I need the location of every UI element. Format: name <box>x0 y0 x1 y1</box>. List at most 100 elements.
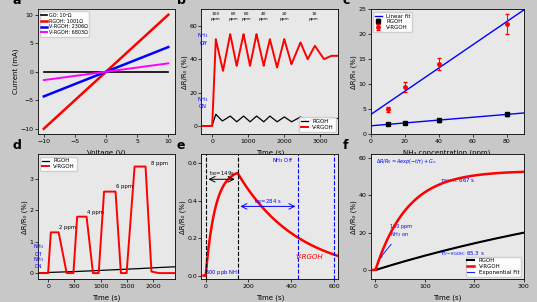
RGOH <box>171 265 178 269</box>
GO: 10⁹Ω: (8.99, 0): 10⁹Ω: (8.99, 0) <box>159 70 165 73</box>
Text: 2 ppm: 2 ppm <box>59 225 76 230</box>
V-RGOH <box>198 124 205 128</box>
Text: 500 ppb NH$_3$: 500 ppb NH$_3$ <box>205 268 241 277</box>
GO: 10⁹Ω: (-4.67, -0): 10⁹Ω: (-4.67, -0) <box>74 70 80 73</box>
V-RGOH <box>171 271 178 275</box>
V-RGOH <box>287 59 294 63</box>
Line: RGOH: RGOH <box>201 114 338 126</box>
Exponential Fit <box>488 238 495 241</box>
RGOH: 1001Ω: (-4.67, -4.67): 1001Ω: (-4.67, -4.67) <box>74 97 80 100</box>
Text: 4 ppm: 4 ppm <box>86 210 104 214</box>
V-RGOH <box>311 46 317 49</box>
Text: 8 ppm: 8 ppm <box>151 161 169 166</box>
RGOH <box>134 267 140 271</box>
V-RGOH <box>516 170 523 174</box>
V-RGOH: 6803Ω: (-6.28, -0.923): 6803Ω: (-6.28, -0.923) <box>64 75 70 79</box>
Line: V-RGOH: V-RGOH <box>201 34 338 126</box>
Text: c: c <box>343 0 350 7</box>
RGOH <box>34 271 41 275</box>
X-axis label: NH₃ concentration (ppm): NH₃ concentration (ppm) <box>403 149 491 156</box>
RGOH <box>198 124 205 128</box>
Text: d: d <box>13 139 22 152</box>
RGOH: 1001Ω: (-6.28, -6.28): 1001Ω: (-6.28, -6.28) <box>64 106 70 109</box>
GO: 10⁹Ω: (-6.28, -0): 10⁹Ω: (-6.28, -0) <box>64 70 70 73</box>
X-axis label: Time (s): Time (s) <box>256 149 284 156</box>
V-RGOH: 6803Ω: (10, 1.47): 6803Ω: (10, 1.47) <box>165 62 171 65</box>
RGOH <box>287 119 294 123</box>
Text: V-RGOH: V-RGOH <box>295 254 323 260</box>
Line: Exponential Fit: Exponential Fit <box>373 233 524 270</box>
V-RGOH <box>443 180 449 184</box>
V-RGOH <box>300 48 307 51</box>
RGOH <box>93 269 99 272</box>
Exponential Fit <box>439 249 446 253</box>
X-axis label: Time (s): Time (s) <box>256 294 284 300</box>
Text: 20
ppm: 20 ppm <box>279 12 289 21</box>
Line: RGOH: RGOH <box>38 267 175 273</box>
V-RGOH: 2306Ω: (8.99, 3.89): 2306Ω: (8.99, 3.89) <box>159 48 165 51</box>
Text: f: f <box>343 139 349 152</box>
Text: 80
ppm: 80 ppm <box>228 12 238 21</box>
RGOH <box>167 265 173 269</box>
Text: 100
ppm: 100 ppm <box>211 12 221 21</box>
V-RGOH <box>335 54 342 58</box>
V-RGOH <box>132 165 138 169</box>
Text: e: e <box>177 139 185 152</box>
Text: $\Delta R/R_0 = Aexp (-t/\tau) + G_\infty$: $\Delta R/R_0 = Aexp (-t/\tau) + G_\inft… <box>376 157 437 166</box>
V-RGOH <box>516 170 523 174</box>
V-RGOH <box>241 32 247 36</box>
Text: NH$_3$
ON: NH$_3$ ON <box>197 95 209 109</box>
Text: NH$_3$
ON: NH$_3$ ON <box>33 255 44 269</box>
Y-axis label: ΔR/R₀ (%): ΔR/R₀ (%) <box>351 55 357 88</box>
V-RGOH <box>223 53 229 56</box>
V-RGOH: 2306Ω: (10, 4.33): 2306Ω: (10, 4.33) <box>165 45 171 49</box>
V-RGOH: 2306Ω: (8.29, 3.59): 2306Ω: (8.29, 3.59) <box>155 50 161 53</box>
V-RGOH <box>439 182 446 185</box>
V-RGOH: 6803Ω: (-10, -1.47): 6803Ω: (-10, -1.47) <box>41 78 47 82</box>
Exponential Fit <box>443 248 449 252</box>
V-RGOH: 2306Ω: (-4.67, -2.02): 2306Ω: (-4.67, -2.02) <box>74 82 80 85</box>
RGOH <box>520 231 527 235</box>
RGOH: 1001Ω: (8.29, 8.29): 1001Ω: (8.29, 8.29) <box>155 23 161 26</box>
Text: NH$_3$ Off: NH$_3$ Off <box>272 156 294 165</box>
Text: 80
ppm: 80 ppm <box>242 12 252 21</box>
V-RGOH <box>378 253 384 257</box>
Y-axis label: Current (mA): Current (mA) <box>12 49 19 95</box>
Text: $\tau_{V-RGOH}$: 65.3 s: $\tau_{V-RGOH}$: 65.3 s <box>440 249 484 258</box>
Text: 40
ppm: 40 ppm <box>259 12 268 21</box>
X-axis label: Time (s): Time (s) <box>433 294 461 300</box>
V-RGOH <box>520 170 527 174</box>
V-RGOH: 6803Ω: (-4.67, -0.687): 6803Ω: (-4.67, -0.687) <box>74 74 80 77</box>
Line: V-RGOH: 2306Ω: V-RGOH: 2306Ω <box>44 47 168 96</box>
V-RGOH: 2306Ω: (-9.2, -3.98): 2306Ω: (-9.2, -3.98) <box>46 93 52 96</box>
RGOH <box>378 267 384 270</box>
Exponential Fit <box>378 267 384 270</box>
RGOH <box>516 232 523 236</box>
V-RGOH <box>280 40 287 44</box>
Exponential Fit <box>370 268 376 272</box>
RGOH <box>311 116 317 120</box>
GO: 10⁹Ω: (-8.79, -0): 10⁹Ω: (-8.79, -0) <box>48 70 55 73</box>
V-RGOH <box>134 165 140 169</box>
RGOH: 1001Ω: (8.99, 8.99): 1001Ω: (8.99, 8.99) <box>159 19 165 22</box>
RGOH <box>335 117 342 120</box>
V-RGOH <box>250 46 257 50</box>
V-RGOH <box>488 172 495 175</box>
Y-axis label: ΔR/R₀ (%): ΔR/R₀ (%) <box>21 200 28 233</box>
V-RGOH <box>167 271 173 275</box>
Line: RGOH: 1001Ω: RGOH: 1001Ω <box>44 15 168 129</box>
RGOH <box>223 117 229 120</box>
Text: a: a <box>13 0 21 7</box>
Text: $\tau_{RGOH}$: 667 s: $\tau_{RGOH}$: 667 s <box>440 176 475 185</box>
GO: 10⁹Ω: (8.29, 0): 10⁹Ω: (8.29, 0) <box>155 70 161 73</box>
Legend: GO: 10⁹Ω, RGOH: 1001Ω, V-RGOH: 2306Ω, V-RGOH: 6803Ω: GO: 10⁹Ω, RGOH: 1001Ω, V-RGOH: 2306Ω, V-… <box>40 11 89 37</box>
V-RGOH: 2306Ω: (-10, -4.33): 2306Ω: (-10, -4.33) <box>41 95 47 98</box>
RGOH <box>516 232 523 236</box>
V-RGOH <box>99 210 106 214</box>
RGOH <box>160 265 166 269</box>
Text: t$_{90}$=284 s: t$_{90}$=284 s <box>254 198 281 207</box>
V-RGOH <box>370 268 376 272</box>
Text: NH$_3$
Off: NH$_3$ Off <box>197 31 209 46</box>
Text: 10
ppm: 10 ppm <box>309 12 318 21</box>
V-RGOH: 6803Ω: (8.29, 1.22): 6803Ω: (8.29, 1.22) <box>155 63 161 67</box>
